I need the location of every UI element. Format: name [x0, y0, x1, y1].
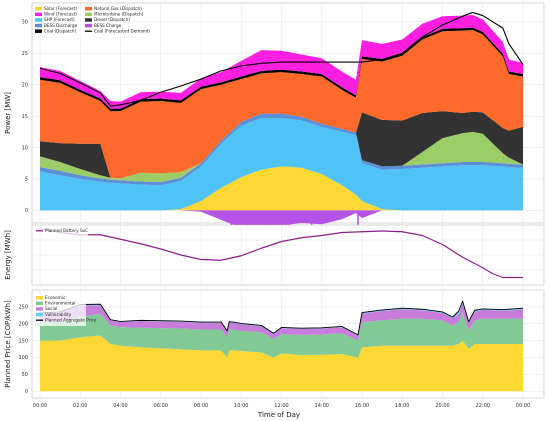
- area-natural-gas-dispatch: [40, 30, 523, 179]
- demand-line: [39, 11, 524, 107]
- x-tick-label: 20:00: [435, 403, 449, 409]
- x-tick-label: 10:00: [234, 403, 248, 409]
- area-solar-forecast: [40, 166, 523, 211]
- x-tick-label: 14:00: [315, 403, 329, 409]
- power-legend: Solar (Forecast)Wind (Forecast)SHP (Fore…: [33, 6, 150, 37]
- y-tick-label: 0: [25, 389, 28, 395]
- legend-swatch: [85, 18, 92, 22]
- y-tick-label: 5: [25, 177, 28, 183]
- x-tick-label: 04:00: [113, 403, 127, 409]
- legend-label: Social: [45, 306, 57, 311]
- power-ylabel: Power [MW]: [4, 92, 12, 134]
- legend-label: Economic: [45, 295, 66, 300]
- legend-swatch: [85, 23, 92, 28]
- area-bess-charge: [40, 210, 523, 231]
- area-bess-discharge: [40, 113, 523, 186]
- area-environmental: [40, 311, 523, 358]
- legend-swatch: [85, 12, 92, 17]
- legend-swatch: [36, 312, 43, 317]
- area-economic: [40, 335, 523, 392]
- legend-label: Environmental: [45, 301, 75, 306]
- legend-label: BESS Charge: [94, 23, 122, 28]
- area-microturbine-dispatch: [40, 113, 523, 183]
- legend-swatch: [35, 12, 42, 17]
- y-tick-label: 30: [22, 20, 28, 26]
- x-tick-label: 12:00: [274, 403, 288, 409]
- x-tick-label: 08:00: [194, 403, 208, 409]
- y-tick-label: 15: [22, 114, 28, 120]
- y-tick-label: 200: [18, 321, 28, 327]
- y-tick-label: 20: [22, 82, 28, 88]
- legend-label: BESS Discharge: [44, 23, 78, 28]
- legend-label: Coal (Dispatch): [44, 28, 77, 33]
- legend-swatch: [35, 29, 42, 33]
- energy-ylabel: Energy [MWh]: [4, 230, 12, 280]
- y-tick-label: 100: [18, 355, 28, 361]
- legend-label: Solar (Forecast): [44, 6, 77, 11]
- legend-swatch: [35, 23, 42, 28]
- legend-swatch: [36, 307, 43, 311]
- y-tick-label: 0: [25, 208, 28, 214]
- energy-legend: Planned Battery SoC: [34, 228, 88, 237]
- legend-swatch: [35, 18, 42, 22]
- legend-label: SHP (Forecast): [44, 17, 75, 22]
- power-panel: 0 5 10 15 20 25 30 Power [MW] Solar (Forecast)…: [4, 2, 545, 239]
- y-tick-label: 150: [18, 338, 28, 344]
- price-legend: EconomicEnvironmentalSocialVulnerability…: [34, 295, 97, 326]
- legend-label: Natural Gas (Dispatch): [94, 6, 142, 11]
- legend-label: Wind (Forecast): [44, 12, 77, 17]
- legend-label: Vulnerability: [45, 312, 72, 317]
- legend-swatch: [35, 7, 42, 11]
- legend-label: Microturbine (Dispatch): [94, 12, 144, 17]
- legend-swatch: [36, 301, 43, 306]
- legend-label: Coal (Forecasted Demand): [94, 28, 150, 33]
- energy-panel: Energy [MWh] Planned Battery SoC: [4, 224, 545, 286]
- legend-background: [34, 228, 88, 237]
- area-diesel-dispatch: [40, 111, 523, 179]
- y-tick-label: 50: [22, 372, 28, 378]
- y-tick-label: 25: [22, 51, 28, 57]
- legend-label: Diesel (Dispatch): [94, 17, 130, 22]
- aggregate-price-line: [39, 300, 524, 336]
- legend-label: Planned Battery SoC: [45, 228, 88, 233]
- y-tick-label: 10: [22, 145, 28, 151]
- legend-swatch: [85, 7, 92, 11]
- x-tick-label: 06:00: [154, 403, 168, 409]
- price-ylabel: Planned Price [COP/kWh]: [4, 300, 12, 388]
- x-tick-label: 22:00: [476, 403, 490, 409]
- x-tick-label: 00:00: [516, 403, 530, 409]
- x-tick-label: 18:00: [395, 403, 409, 409]
- legend-background: [33, 6, 135, 37]
- x-tick-label: 02:00: [73, 403, 87, 409]
- area-social: [40, 302, 523, 341]
- legend-swatch: [36, 296, 43, 300]
- x-tick-label: 00:00: [33, 403, 47, 409]
- y-tick-label: 250: [18, 305, 28, 311]
- x-axis-label: Time of Day: [257, 411, 300, 419]
- legend-label: Planned Aggregate Price: [45, 317, 97, 322]
- area-shp-forecast: [40, 118, 523, 211]
- x-tick-label: 16:00: [355, 403, 369, 409]
- soc-line: [39, 228, 523, 279]
